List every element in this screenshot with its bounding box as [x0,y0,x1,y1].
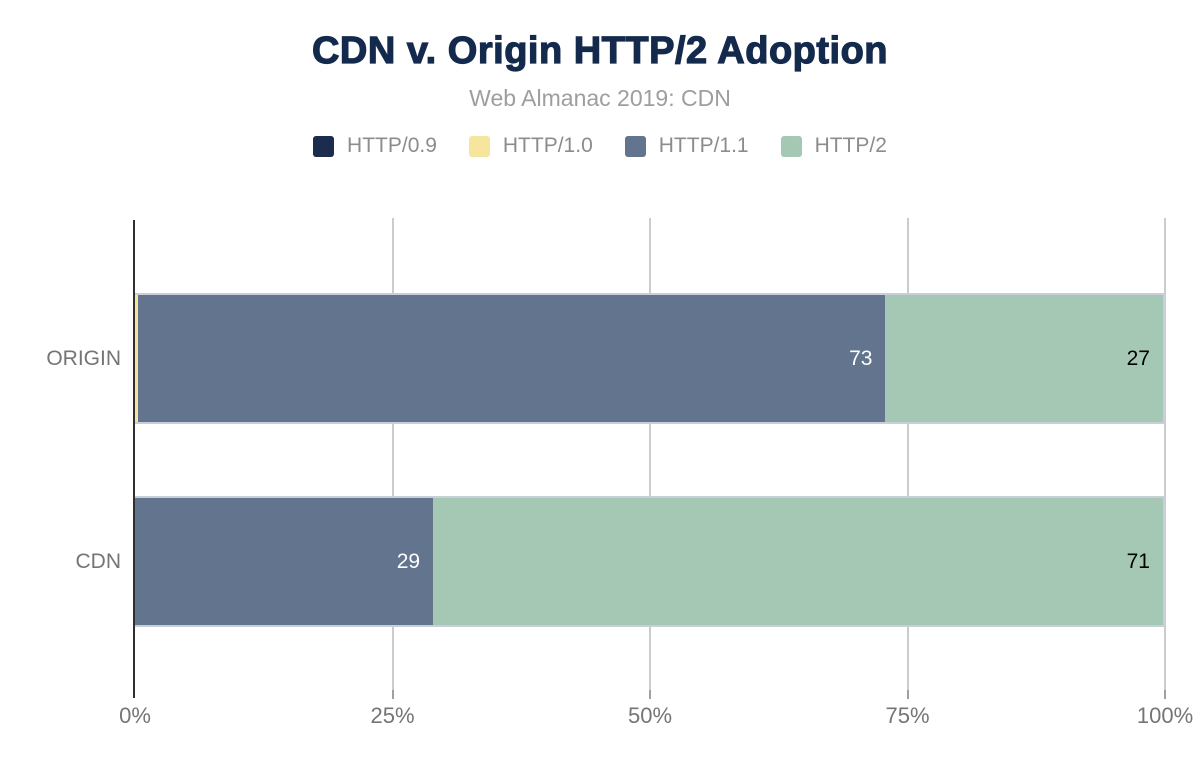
legend-item: HTTP/1.0 [468,134,593,158]
bar-segment-origin-http-1-0 [135,295,139,422]
x-axis-label: 0% [119,703,151,728]
legend: HTTP/0.9 HTTP/1.0 HTTP/1.1 HTTP/2 [0,134,1200,158]
legend-item: HTTP/1.1 [624,134,749,158]
bar-segment-cdn-http-2: 71 [433,498,1163,625]
gridline [906,218,909,690]
category-label-origin: ORIGIN [46,346,121,370]
chart-title: CDN v. Origin HTTP/2 Adoption [311,29,889,72]
bar-value-label: 29 [396,549,421,573]
x-axis-label: 75% [885,703,930,728]
legend-label: HTTP/1.1 [658,134,749,157]
category-label-cdn: CDN [75,549,122,573]
gridline [1164,218,1166,690]
x-axis-label: 100% [1136,703,1194,728]
plot-area: 0% 25% 50% 75% 100% 73 27 ORIGIN 29 71 CDN [46,218,1193,728]
legend-swatch [313,135,335,157]
legend-item: HTTP/2 [780,134,887,158]
bar-row-cdn: 29 71 [135,496,1165,627]
x-axis-label: 50% [627,703,673,728]
legend-item: HTTP/0.9 [313,134,437,158]
x-axis-tick [649,690,651,699]
bar-segment-origin-http-2: 27 [885,295,1163,422]
x-axis-label: 25% [370,703,415,728]
legend-label: HTTP/1.0 [502,134,593,157]
legend-label: HTTP/2 [814,134,887,157]
y-axis-line [133,220,135,698]
chart-container: CDN v. Origin HTTP/2 Adoption Web Almana… [0,29,1200,772]
bar-segment-origin-http-1-1: 73 [138,295,886,422]
bar-segment-cdn-http-1-1: 29 [135,498,434,625]
legend-swatch [468,135,490,157]
bar-value-label: 71 [1126,549,1150,573]
gridline [391,218,394,690]
bar-value-label: 27 [1126,346,1150,370]
x-axis-tick [906,690,909,699]
x-axis-tick [1164,690,1166,699]
bar-row-origin: 73 27 [135,293,1165,424]
chart-subtitle: Web Almanac 2019: CDN [469,85,731,111]
x-axis-tick [391,690,394,699]
legend-label: HTTP/0.9 [347,134,437,157]
gridline [649,218,651,690]
bar-value-label: 73 [849,346,873,370]
legend-swatch [780,135,802,157]
legend-swatch [624,135,646,157]
